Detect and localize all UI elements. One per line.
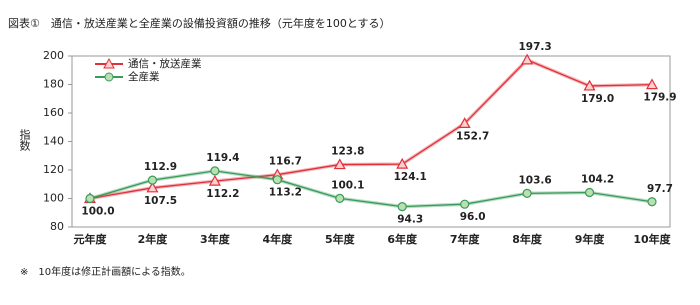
- data-label: 179.0: [581, 93, 614, 105]
- data-label: 119.4: [206, 152, 239, 164]
- y-tick-label: 100: [43, 192, 64, 205]
- y-tick-label: 80: [50, 220, 64, 233]
- legend-marker: [104, 72, 114, 82]
- series-line: [89, 170, 653, 208]
- data-label: 94.3: [397, 214, 423, 226]
- y-tick-label: 200: [43, 49, 64, 62]
- legend-label: 通信・放送産業: [128, 57, 202, 70]
- data-point: [396, 157, 409, 169]
- data-label: 100.1: [331, 179, 364, 191]
- data-label: 123.8: [331, 146, 364, 158]
- data-label: 112.2: [206, 188, 239, 200]
- data-label: 107.5: [144, 195, 177, 207]
- data-point: [460, 199, 470, 209]
- legend-marker: [103, 57, 115, 69]
- x-tick-label: 2年度: [138, 232, 169, 246]
- data-point: [522, 188, 532, 198]
- x-tick-label: 3年度: [200, 232, 231, 246]
- legend-label: 全産業: [128, 70, 160, 83]
- x-tick-label: 6年度: [387, 232, 418, 246]
- data-point: [208, 174, 221, 186]
- data-label: 197.3: [519, 41, 552, 53]
- data-point: [85, 193, 95, 204]
- data-point: [147, 175, 158, 185]
- y-tick-label: 140: [43, 135, 64, 148]
- x-tick-label: 7年度: [450, 232, 481, 246]
- data-label: 103.6: [519, 174, 552, 186]
- x-tick-label: 8年度: [512, 232, 543, 246]
- data-label: 97.7: [647, 183, 673, 195]
- data-point: [335, 193, 345, 203]
- data-label: 113.2: [269, 187, 302, 199]
- data-label: 96.0: [460, 211, 486, 223]
- data-label: 124.1: [394, 171, 427, 183]
- data-label: 179.9: [643, 92, 676, 104]
- data-point: [521, 53, 534, 65]
- x-tick-label: 5年度: [325, 232, 356, 246]
- x-tick-label: 10年度: [633, 232, 671, 246]
- data-point: [272, 175, 282, 185]
- data-point: [583, 79, 596, 91]
- y-axis-label: 指数: [18, 128, 31, 152]
- x-tick-label: 4年度: [263, 232, 294, 246]
- data-point: [397, 202, 407, 212]
- data-point: [458, 117, 471, 129]
- series-line: [89, 59, 653, 200]
- data-label: 152.7: [456, 130, 489, 142]
- y-tick-label: 120: [43, 163, 64, 176]
- y-tick-label: 160: [43, 106, 64, 119]
- data-label: 112.9: [144, 161, 177, 173]
- data-point: [210, 166, 220, 176]
- data-point: [647, 197, 657, 207]
- data-label: 100.0: [81, 206, 114, 218]
- data-point: [333, 158, 346, 170]
- data-label: 104.2: [581, 174, 614, 186]
- data-point: [146, 181, 159, 193]
- footnote: ※ 10年度は修正計画額による指数。: [20, 265, 191, 278]
- x-tick-label: 元年度: [74, 232, 108, 246]
- data-point: [645, 78, 659, 90]
- y-tick-label: 180: [43, 78, 64, 91]
- data-point: [584, 187, 595, 198]
- x-tick-label: 9年度: [575, 232, 606, 246]
- data-label: 116.7: [269, 156, 302, 168]
- chart-title: 図表① 通信・放送産業と全産業の設備投資額の推移（元年度を100とする）: [8, 16, 391, 30]
